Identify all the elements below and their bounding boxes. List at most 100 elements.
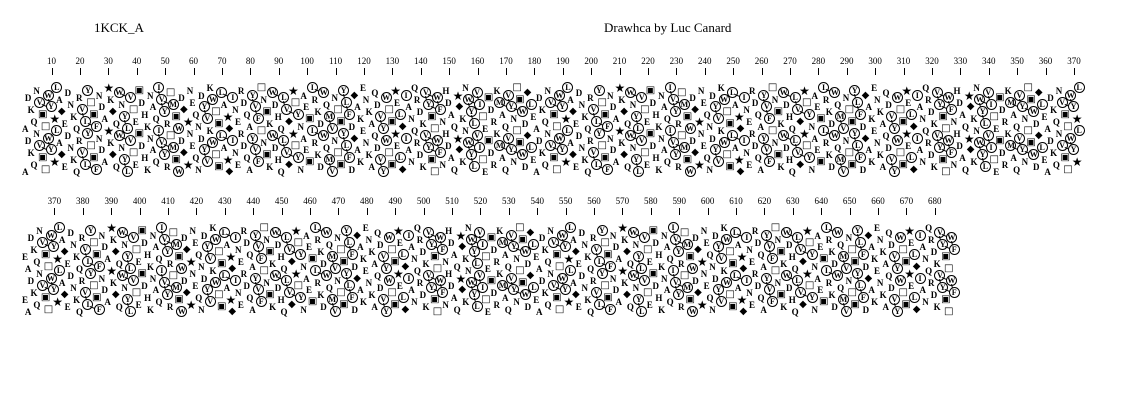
residue-glyph: Q (33, 256, 41, 267)
hydrophobic-residue-glyph: I (820, 222, 832, 234)
threonine-square-icon: □ (1023, 82, 1033, 94)
structure-id-title: 1KCK_A (94, 20, 144, 35)
residue-glyph: E (237, 256, 244, 267)
hydrophobic-residue-glyph: I (79, 158, 91, 170)
residue-glyph: A (732, 143, 739, 154)
hydrophobic-residue-glyph: Y (556, 101, 568, 113)
residue-glyph: D (178, 92, 185, 103)
serine-dotted-square-icon: ▣ (850, 255, 860, 267)
hydrophobic-residue-glyph: W (687, 262, 699, 274)
proline-star-icon: ★ (103, 81, 115, 96)
ruler-tick (420, 68, 422, 75)
residue-glyph: D (709, 90, 716, 101)
hydrophobic-residue-glyph: V (201, 113, 213, 125)
residue-glyph: A (919, 242, 926, 253)
residue-glyph: A (246, 121, 253, 132)
residue-glyph: R (1001, 116, 1009, 127)
residue-glyph: D (67, 271, 74, 282)
hydrophobic-residue-glyph: F (945, 146, 957, 158)
residue-glyph: D (64, 88, 72, 99)
residue-glyph: D (243, 280, 251, 291)
hydrophobic-residue-glyph: L (906, 108, 918, 120)
residue-glyph: K (493, 128, 501, 139)
residue-glyph: E (533, 295, 540, 305)
residue-glyph: N (697, 128, 705, 139)
residue-glyph: D (956, 97, 963, 108)
residue-glyph: A (734, 240, 742, 251)
hydrophobic-residue-glyph: W (173, 122, 185, 134)
hydrophobic-residue-glyph: L (218, 227, 230, 239)
serine-dotted-square-icon: ▣ (339, 298, 349, 310)
hydrophobic-residue-glyph: L (562, 125, 574, 137)
residue-glyph: K (658, 261, 666, 272)
residue-glyph: N (876, 235, 884, 246)
hydrophobic-residue-glyph: V (329, 262, 341, 274)
ruler-tick (736, 208, 737, 215)
residue-glyph: D (785, 240, 793, 251)
residue-glyph: D (751, 97, 759, 108)
residue-glyph: A (661, 145, 668, 156)
residue-glyph: D (538, 275, 546, 286)
threonine-square-icon: □ (597, 96, 607, 108)
residue-glyph: A (663, 285, 671, 296)
ruler-label: 270 (783, 56, 797, 66)
glycine-diamond-icon: ◆ (455, 144, 464, 156)
residue-glyph: E (533, 252, 540, 262)
hydrophobic-residue-glyph: F (605, 303, 617, 315)
residue-glyph: A (734, 283, 742, 294)
residue-glyph: K (30, 244, 38, 255)
glycine-diamond-icon: ◆ (57, 106, 66, 118)
serine-dotted-square-icon: ▣ (995, 134, 1005, 146)
residue-glyph: N (746, 287, 753, 298)
serine-dotted-square-icon: ▣ (600, 151, 610, 163)
serine-dotted-square-icon: ▣ (134, 127, 145, 139)
glycine-diamond-icon: ◆ (398, 120, 407, 132)
hydrophobic-residue-glyph: W (778, 87, 790, 99)
threonine-square-icon: □ (597, 139, 607, 151)
residue-glyph: N (950, 159, 958, 170)
residue-glyph: E (1041, 112, 1048, 122)
hydrophobic-residue-glyph: W (113, 87, 125, 99)
hydrophobic-residue-glyph: L (471, 258, 483, 270)
ruler-tick (338, 208, 340, 215)
threonine-square-icon: □ (86, 139, 96, 151)
residue-glyph: Q (706, 292, 714, 303)
residue-glyph: E (482, 166, 489, 177)
hydrophobic-residue-glyph: L (51, 82, 63, 94)
threonine-square-icon: □ (481, 294, 491, 305)
glycine-diamond-icon: ◆ (285, 158, 293, 170)
residue-glyph: D (240, 97, 248, 108)
residue-glyph: N (513, 297, 520, 308)
serine-dotted-square-icon: ▣ (549, 108, 559, 120)
hydrophobic-residue-glyph: V (837, 122, 849, 134)
threonine-square-icon: □ (43, 303, 54, 315)
hydrophobic-residue-glyph: M (681, 239, 693, 251)
glycine-diamond-icon: ◆ (401, 303, 410, 315)
residue-glyph: Q (757, 292, 765, 303)
residue-glyph: D (538, 232, 546, 243)
ruler-label: 210 (612, 56, 627, 66)
residue-glyph: N (121, 283, 128, 294)
serine-dotted-square-icon: ▣ (728, 258, 738, 270)
residue-glyph: E (135, 299, 142, 310)
hydrophobic-residue-glyph: Y (593, 84, 605, 96)
threonine-square-icon: □ (259, 222, 269, 234)
proline-star-icon: ★ (452, 131, 464, 146)
residue-glyph: D (609, 102, 617, 113)
residue-glyph: N (658, 133, 665, 144)
serine-dotted-square-icon: ▣ (305, 113, 315, 125)
residue-glyph: D (956, 140, 963, 151)
ruler-tick (82, 208, 84, 215)
hydrophobic-residue-glyph: V (715, 296, 727, 308)
glycine-diamond-icon: ◆ (228, 262, 237, 274)
threonine-square-icon: □ (290, 96, 301, 108)
proline-star-icon: ★ (904, 266, 915, 281)
residue-glyph: N (235, 244, 242, 255)
serine-dotted-square-icon: ▣ (518, 234, 528, 246)
serine-dotted-square-icon: ▣ (515, 94, 525, 106)
ruler-tick (193, 68, 195, 75)
hydrophobic-residue-glyph: Y (1067, 144, 1079, 156)
ruler-label: 560 (587, 196, 601, 206)
residue-glyph: D (445, 97, 452, 108)
proline-star-icon: ★ (390, 83, 401, 98)
